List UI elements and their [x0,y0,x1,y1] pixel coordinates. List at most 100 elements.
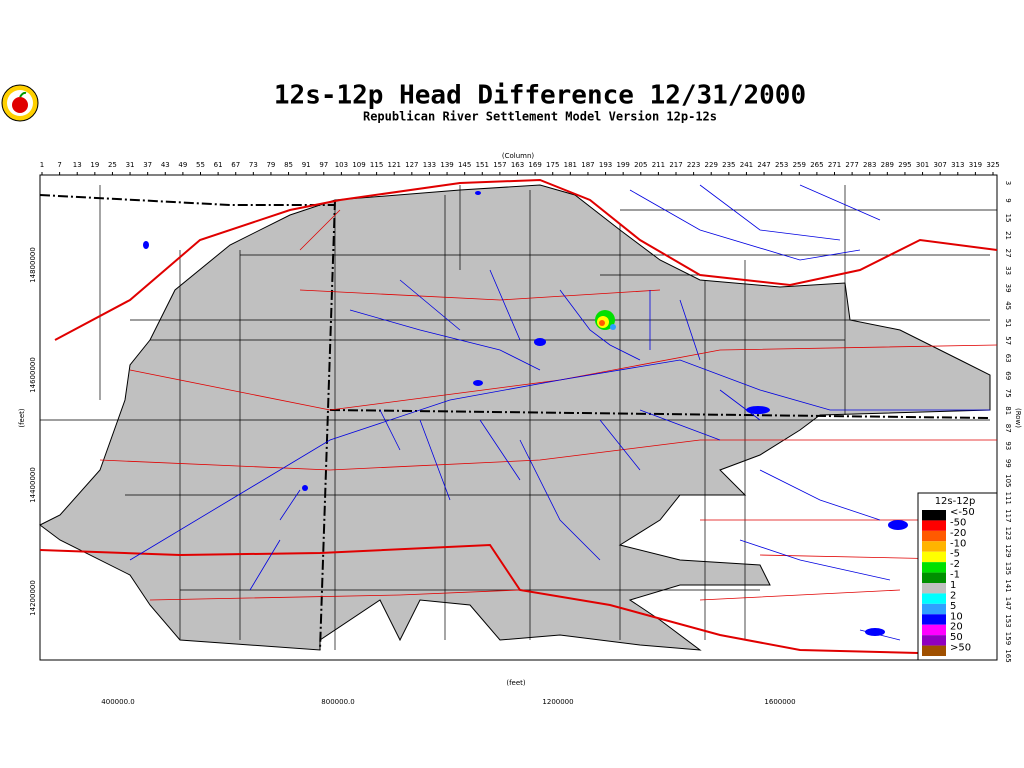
column-tick-label: 109 [352,161,365,169]
row-tick-label: 21 [1004,231,1012,240]
column-tick-label: 307 [933,161,946,169]
row-tick-label: 33 [1004,266,1012,275]
column-tick-label: 271 [828,161,841,169]
column-tick-label: 151 [476,161,489,169]
legend-swatch [922,614,946,625]
row-tick-label: 63 [1004,354,1012,363]
row-tick-label: 27 [1004,249,1012,258]
row-tick-label: 87 [1004,424,1012,433]
column-tick-label: 91 [302,161,311,169]
legend-label: -20 [950,528,966,539]
column-tick-label: 7 [57,161,61,169]
legend-label: <-50 [950,507,975,518]
row-tick-label: 105 [1004,474,1012,487]
column-tick-label: 265 [810,161,823,169]
row-tick-label: 9 [1004,198,1012,202]
row-tick-label: 129 [1004,544,1012,557]
legend-swatch [922,541,946,552]
column-tick-label: 85 [284,161,293,169]
column-tick-label: 289 [881,161,894,169]
column-tick-label: 145 [458,161,471,169]
legend-swatch [922,635,946,646]
x-feet-tick-label: 400000.0 [101,698,134,706]
row-tick-label: 81 [1004,406,1012,415]
row-tick-label: 93 [1004,441,1012,450]
x-feet-label: (feet) [506,679,526,687]
row-tick-label: 123 [1004,527,1012,540]
column-tick-label: 259 [793,161,806,169]
lakes [143,191,908,636]
legend-label: -2 [950,559,960,570]
legend-swatch [922,583,946,594]
legend-label: 50 [950,632,963,643]
row-tick-label: 69 [1004,371,1012,380]
logo [1,84,39,122]
row-tick-label: 147 [1004,597,1012,610]
title: 12s-12p Head Difference 12/31/2000 [274,81,806,111]
column-tick-label: 31 [126,161,135,169]
row-tick-label: 165 [1004,649,1012,662]
column-tick-label: 61 [214,161,223,169]
column-tick-label: 55 [196,161,205,169]
row-tick-label: 39 [1004,284,1012,293]
column-tick-label: 79 [266,161,275,169]
column-tick-label: 103 [335,161,348,169]
row-tick-label: 3 [1004,181,1012,185]
column-tick-label: 205 [634,161,647,169]
column-tick-label: 325 [986,161,999,169]
column-tick-label: 187 [581,161,594,169]
column-tick-label: 175 [546,161,559,169]
y-feet-tick-label: 14600000 [29,357,37,393]
column-tick-label: 229 [705,161,718,169]
row-tick-label: 111 [1004,492,1012,505]
column-tick-label: 181 [564,161,577,169]
column-tick-label: 157 [493,161,506,169]
column-tick-label: 313 [951,161,964,169]
column-tick-label: 217 [669,161,682,169]
column-tick-label: 13 [73,161,82,169]
row-tick-label: 135 [1004,562,1012,575]
column-tick-label: 133 [423,161,436,169]
x-feet-tick-label: 800000.0 [321,698,354,706]
legend-swatch [922,520,946,531]
y-feet-label: (feet) [18,408,26,428]
column-tick-label: 295 [898,161,911,169]
column-tick-label: 139 [440,161,453,169]
y-feet-tick-label: 14200000 [29,580,37,616]
legend-swatch [922,645,946,656]
column-tick-label: 49 [178,161,187,169]
column-tick-label: 67 [231,161,240,169]
legend-label: 5 [950,601,956,612]
legend-label: >50 [950,643,971,654]
column-tick-label: 301 [916,161,929,169]
column-tick-label: 73 [249,161,258,169]
column-tick-label: 211 [652,161,665,169]
column-tick-label: 199 [616,161,629,169]
map [39,174,998,661]
column-tick-label: 37 [143,161,152,169]
legend-label: 10 [950,611,963,622]
row-tick-label: 15 [1004,214,1012,223]
row-label: (Row) [1014,408,1022,428]
column-tick-label: 19 [90,161,99,169]
legend-swatch [922,562,946,573]
column-tick-label: 127 [405,161,418,169]
column-tick-label: 163 [511,161,524,169]
column-tick-label: 43 [161,161,170,169]
column-tick-label: 169 [528,161,541,169]
row-tick-label: 75 [1004,389,1012,398]
row-tick-label: 141 [1004,579,1012,592]
legend-swatch [922,593,946,604]
legend-swatch [922,572,946,583]
legend-swatch [922,603,946,615]
legend-label: -1 [950,570,960,581]
legend-label: -5 [950,549,960,560]
column-tick-label: 121 [388,161,401,169]
row-tick-label: 117 [1004,509,1012,522]
county-lines [40,185,997,650]
y-feet-tick-label: 14400000 [29,467,37,503]
column-tick-label: 277 [845,161,858,169]
row-tick-label: 51 [1004,319,1012,328]
legend-swatch [922,510,946,521]
